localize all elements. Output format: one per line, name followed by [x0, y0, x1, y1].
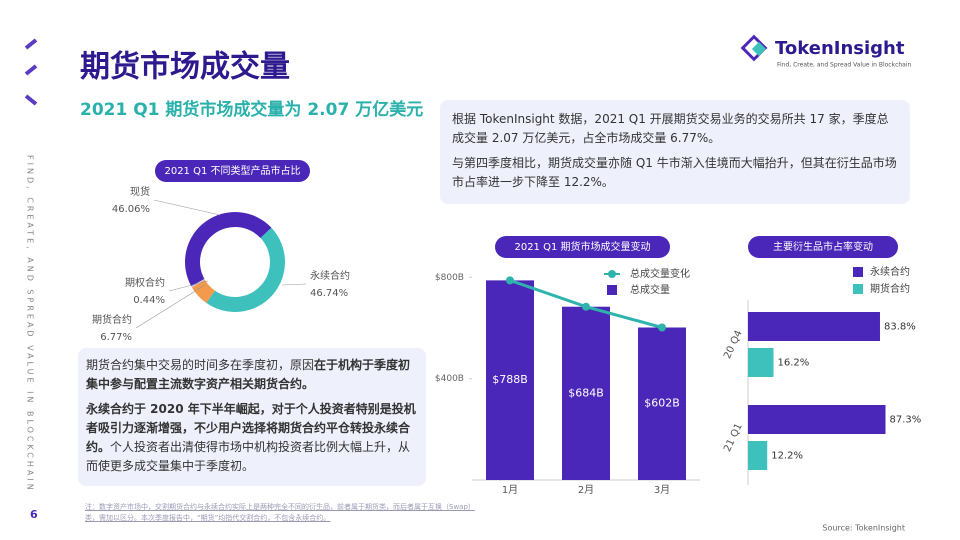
paragraph: 永续合约于 2020 年下半年崛起，对于个人投资者特别是投机者吸引力逐渐增强，不…	[86, 400, 418, 476]
paragraph: 与第四季度相比，期货成交量亦随 Q1 牛市渐入佳境而大幅抬升，但其在衍生品市场市…	[452, 156, 897, 189]
slice-label: 期货合约	[92, 313, 132, 326]
bar-label: $788B	[492, 373, 528, 386]
bar-label: $684B	[568, 386, 604, 399]
legend-label: 期货合约	[870, 282, 910, 295]
bar	[748, 405, 886, 434]
summary-box: 根据 TokenInsight 数据，2021 Q1 开展期货交易业务的交易所共…	[440, 100, 910, 204]
slice-label: 现货	[130, 185, 150, 198]
chart-title-bg	[155, 160, 310, 182]
chevrons	[24, 38, 38, 106]
page-number: 6	[30, 508, 38, 521]
bar	[748, 441, 768, 470]
text-run: 在于机构于季度初集中参与配置主流数字资产相关期货合约。	[86, 358, 411, 391]
leader-line	[135, 284, 206, 329]
bar-label: 87.3%	[889, 415, 921, 426]
bar-label: 12.2%	[771, 451, 803, 462]
chart-title-bg	[495, 236, 670, 258]
pie-slice	[184, 211, 272, 287]
y-tick-label: $800B	[435, 273, 464, 283]
bar-label: 83.8%	[884, 322, 916, 333]
pie-slice	[206, 227, 286, 313]
tagline: Find, Create, and Spread Value in Blockc…	[777, 62, 912, 69]
legend-label: 总成交量变化	[630, 267, 690, 280]
category-label: 21 Q1	[722, 422, 745, 454]
bar	[748, 348, 774, 377]
slice-value: 0.44%	[133, 295, 165, 306]
legend-label: 总成交量	[630, 283, 670, 296]
line-marker	[506, 276, 514, 285]
legend-swatch	[853, 267, 863, 277]
paragraph: 期货合约集中交易的时间多在季度初，原因在于机构于季度初集中参与配置主流数字资产相…	[86, 356, 418, 394]
y-tick-label: $400B	[435, 374, 464, 384]
analysis-box: 期货合约集中交易的时间多在季度初，原因在于机构于季度初集中参与配置主流数字资产相…	[78, 348, 426, 486]
chart-title: 主要衍生品市占率变动	[773, 240, 873, 253]
logo-icon	[740, 34, 768, 62]
legend-marker	[608, 270, 616, 278]
chart-title: 2021 Q1 不同类型产品市占比	[164, 164, 300, 177]
x-tick-label: 3月	[654, 484, 670, 496]
title: 期货市场成交量	[80, 50, 290, 85]
legend-swatch	[607, 285, 617, 295]
slice-label: 永续合约	[310, 269, 350, 282]
slice-value: 46.74%	[310, 288, 348, 299]
logo-text: TokenInsight	[775, 38, 905, 59]
paragraph: 根据 TokenInsight 数据，2021 Q1 开展期货交易业务的交易所共…	[452, 112, 889, 145]
side-text: FIND, CREATE, AND SPREAD VALUE IN BLOCKC…	[26, 155, 35, 493]
text-run: 永续合约于 2020 年下半年崛起，对于个人投资者特别是投机者吸引力逐渐增强，不…	[86, 402, 416, 454]
bar	[562, 306, 610, 480]
leader-line	[168, 280, 209, 292]
source: Source: TokenInsight	[822, 524, 905, 533]
pie-slice	[191, 279, 215, 303]
chart-title-bg	[748, 236, 898, 258]
line-marker	[658, 323, 666, 332]
leader-line	[153, 199, 221, 216]
bar	[748, 312, 880, 341]
x-tick-label: 1月	[502, 484, 518, 496]
subtitle: 2021 Q1 期货市场成交量为 2.07 万亿美元	[80, 99, 423, 120]
bar-label: $602B	[644, 397, 680, 410]
line-marker	[582, 302, 590, 311]
text-run: 期货合约集中交易的时间多在季度初，原因	[86, 358, 315, 372]
text-run: 个人投资者出清使得市场中机构投资者比例大幅上升，从而使更多成交量集中于季度初。	[86, 440, 411, 473]
leader-line	[281, 283, 307, 286]
category-label: 20 Q4	[722, 329, 745, 361]
bar-label: 16.2%	[778, 358, 810, 369]
chart-title: 2021 Q1 期货市场成交量变动	[514, 240, 650, 253]
bar	[638, 327, 686, 480]
x-tick-label: 2月	[578, 484, 594, 496]
legend-label: 永续合约	[870, 265, 910, 278]
bar	[486, 280, 534, 480]
footnote: 注：数字资产市场中，交割期货合约与永续合约实际上是两种完全不同的衍生品，前者属于…	[85, 503, 475, 522]
slice-label: 期权合约	[125, 276, 165, 289]
legend-swatch	[853, 284, 863, 294]
slice-value: 6.77%	[100, 332, 132, 343]
pie-slice	[191, 278, 205, 288]
slice-value: 46.06%	[112, 204, 150, 215]
